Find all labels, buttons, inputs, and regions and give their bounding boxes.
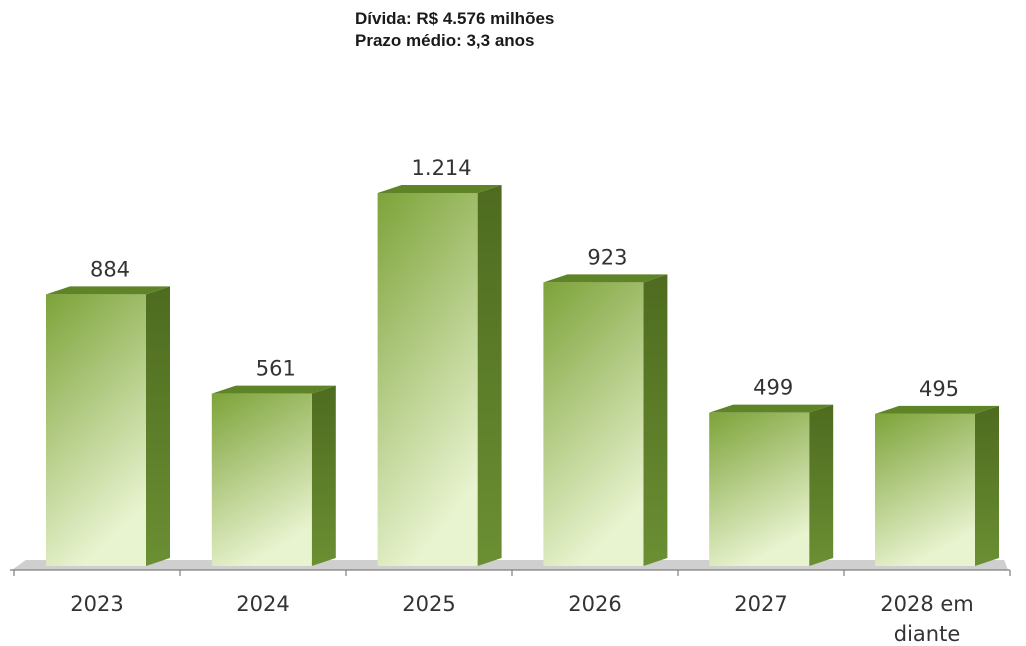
data-label: 923 (587, 245, 627, 269)
bar (875, 405, 999, 566)
chart-summary: Dívida: R$ 4.576 milhões Prazo médio: 3,… (355, 8, 554, 52)
x-axis (10, 569, 1011, 576)
bar (543, 274, 668, 566)
data-label: 499 (753, 376, 793, 400)
bar-front (709, 412, 810, 566)
bar-front (875, 413, 975, 566)
bar-side (311, 385, 336, 566)
bar-side (975, 405, 999, 566)
bar-side (146, 286, 170, 566)
bar-front (46, 294, 146, 566)
category-label: 2024 (236, 592, 289, 616)
bar-top (46, 286, 170, 295)
bar (377, 185, 502, 566)
floor-top (12, 560, 1008, 570)
category-label: 2025 (402, 592, 455, 616)
bar-side (643, 274, 668, 566)
average-term-text: Prazo médio: 3,3 anos (355, 31, 535, 50)
data-label: 495 (919, 377, 959, 401)
bar-front (377, 193, 478, 566)
chart-floor (12, 560, 1008, 570)
bars (46, 185, 999, 566)
category-label: 2023 (70, 592, 123, 616)
bar-top (543, 274, 668, 283)
bar-top (875, 405, 999, 414)
category-label: 2027 (734, 592, 787, 616)
bar (211, 385, 336, 566)
bar-side (477, 185, 502, 566)
bar-front (543, 282, 644, 566)
bar (709, 404, 834, 566)
bar (46, 286, 170, 566)
bar-top (377, 185, 502, 193)
category-label: 2028 em diante (880, 592, 974, 646)
data-label: 884 (90, 257, 130, 281)
bar-front (211, 393, 312, 566)
category-label: 2026 (568, 592, 621, 616)
bar-side (809, 404, 834, 566)
debt-total-text: Dívida: R$ 4.576 milhões (355, 9, 555, 28)
bar-top (211, 385, 336, 394)
data-label: 1.214 (412, 156, 472, 180)
labels: 884 2023 561 2024 1.214 2025 923 2026 499 2027 495… (70, 156, 973, 646)
bar-top (709, 404, 834, 413)
data-label: 561 (256, 357, 296, 381)
